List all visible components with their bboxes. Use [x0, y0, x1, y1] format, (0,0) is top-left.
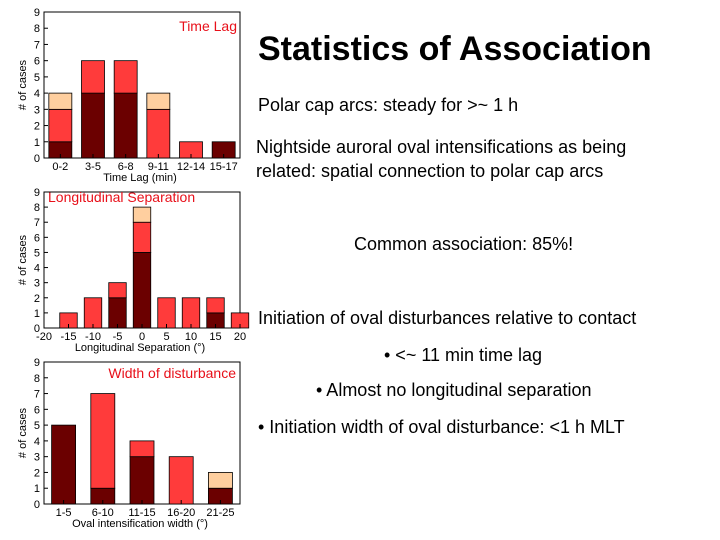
bar-segment	[113, 92, 138, 159]
chart-width-of-disturbance: 0 1 2 3 4 5 6 7 8 9 # of cases 1-5 6-10 11-15 16-20 21-…	[17, 357, 241, 530]
x-tick-label: -5	[113, 331, 123, 343]
x-tick-label: 16-20	[167, 507, 195, 519]
text-nightside-line-1: Nightside auroral oval intensifications …	[256, 137, 627, 157]
bar-segment	[168, 456, 194, 505]
y-tick-label: 2	[34, 293, 40, 305]
x-tick-label: 15-17	[210, 161, 238, 173]
bar-segment	[129, 440, 155, 458]
y-tick-label: 8	[34, 23, 40, 35]
y-tick-label: 7	[34, 39, 40, 51]
y-axis-label: # of cases	[17, 59, 29, 110]
bar-segment	[129, 456, 155, 505]
x-tick-label: 6-10	[92, 507, 114, 519]
y-axis-label: # of cases	[17, 407, 29, 458]
y-tick-label: 7	[34, 389, 40, 401]
x-tick-label: 5	[163, 331, 169, 343]
chart-annotation: Time Lag	[179, 18, 237, 34]
x-axis-label: Oval intensification width (°)	[72, 518, 208, 530]
x-tick-label: 0	[139, 331, 145, 343]
y-tick-label: 6	[34, 404, 40, 416]
chart-longitudinal-separation: 0 1 2 3 4 5 6 7 8 9 # of cases -20 -15 -10 -5 0 5 10 15 20 L…	[17, 187, 250, 354]
y-tick-label: 7	[34, 217, 40, 229]
y-tick-label: 8	[34, 202, 40, 214]
plot-frame	[43, 11, 241, 159]
text-polar-cap-arcs: Polar cap arcs: steady for >~ 1 h	[258, 95, 519, 115]
bar-segment	[48, 92, 73, 110]
bar-segment	[207, 472, 233, 489]
y-tick-label: 8	[34, 373, 40, 385]
y-tick-label: 2	[34, 467, 40, 479]
bar-segment	[48, 108, 73, 143]
slide-title: Statistics of Association	[258, 30, 652, 68]
x-tick-label: 1-5	[56, 507, 72, 519]
bar-segment	[108, 282, 127, 299]
bar-segment	[146, 108, 171, 159]
y-axis-label: # of cases	[17, 234, 29, 285]
y-tick-label: 9	[34, 357, 40, 369]
x-tick-label: 6-8	[118, 161, 134, 173]
bar-segment	[146, 92, 171, 110]
text-bullet-separation: • Almost no longitudinal separation	[316, 380, 592, 400]
y-tick-label: 3	[34, 278, 40, 290]
bar-segment	[113, 60, 138, 94]
bar-segment	[157, 297, 176, 329]
x-axis-label: Longitudinal Separation (°)	[75, 342, 205, 354]
chart-time-lag: 0 1 2 3 4 5 6 7 8 9 # of cases 0-2 3-5 6-8 9-11 12-14 15…	[17, 7, 241, 184]
y-tick-label: 1	[34, 483, 40, 495]
y-tick-label: 5	[34, 420, 40, 432]
y-tick-label: 0	[34, 499, 40, 511]
bar-segment	[81, 92, 105, 159]
text-bullet-time-lag: • <~ 11 min time lag	[384, 345, 543, 365]
x-tick-label: 12-14	[177, 161, 205, 173]
y-tick-label: 4	[34, 263, 40, 275]
bar-segment	[181, 297, 201, 329]
y-tick-label: 3	[34, 452, 40, 464]
y-tick-label: 3	[34, 104, 40, 116]
x-axis-label: Time Lag (min)	[103, 172, 177, 184]
y-tick-label: 5	[34, 72, 40, 84]
bar-segment	[81, 60, 105, 94]
bar-segment	[132, 206, 152, 223]
bar-segment	[83, 297, 103, 329]
y-tick-label: 0	[34, 153, 40, 165]
chart-annotation: Width of disturbance	[108, 365, 236, 381]
x-tick-label: 11-15	[128, 507, 155, 519]
x-tick-label: -20	[36, 331, 52, 343]
y-tick-label: 9	[34, 187, 40, 199]
bar-segment	[132, 252, 152, 329]
y-tick-label: 0	[34, 323, 40, 335]
x-tick-label: 0-2	[52, 161, 68, 173]
x-tick-label: 21-25	[206, 507, 234, 519]
bar-segment	[206, 297, 225, 314]
bar-segment	[108, 297, 127, 329]
text-bullet-width: • Initiation width of oval disturbance: …	[258, 417, 625, 437]
bar-segment	[51, 424, 76, 505]
bar-segment	[90, 393, 116, 489]
y-tick-label: 1	[34, 137, 40, 149]
y-tick-label: 9	[34, 7, 40, 19]
x-tick-label: 15	[209, 331, 221, 343]
text-initiation-heading: Initiation of oval disturbances relative…	[258, 308, 637, 328]
y-tick-label: 2	[34, 121, 40, 133]
y-tick-label: 6	[34, 56, 40, 68]
x-tick-label: -15	[61, 331, 77, 343]
text-nightside-line-2: related: spatial connection to polar cap…	[256, 161, 604, 181]
y-tick-label: 1	[34, 308, 40, 320]
x-tick-label: 20	[234, 331, 246, 343]
x-tick-label: 10	[185, 331, 197, 343]
y-tick-label: 5	[34, 247, 40, 259]
y-tick-label: 6	[34, 232, 40, 244]
y-tick-label: 4	[34, 88, 40, 100]
text-common-association: Common association: 85%!	[354, 234, 574, 254]
x-tick-label: -10	[85, 331, 101, 343]
chart-annotation: Longitudinal Separation	[48, 189, 195, 205]
x-tick-label: 3-5	[85, 161, 101, 173]
x-tick-label: 9-11	[148, 161, 169, 173]
bar-segment	[132, 221, 152, 253]
y-tick-label: 4	[34, 436, 40, 448]
